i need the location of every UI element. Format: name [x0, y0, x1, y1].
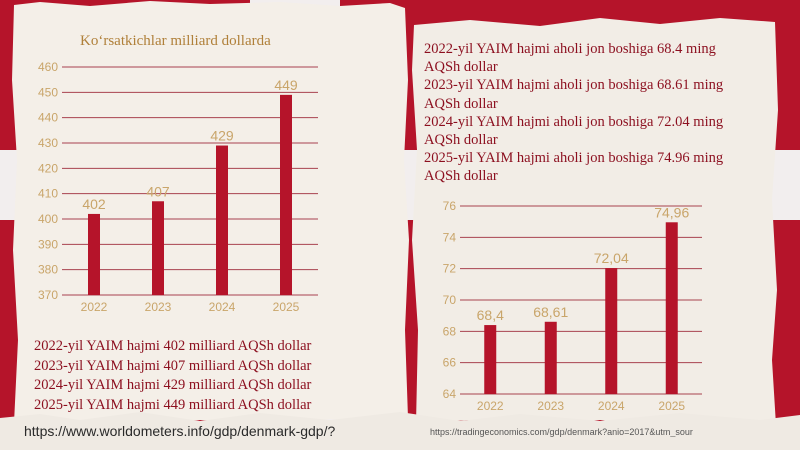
right-data-label-2023: 68,61 [533, 304, 568, 320]
right-ytick-label: 76 [443, 199, 457, 213]
right-ytick-label: 64 [443, 387, 457, 401]
left-source-link[interactable]: https://www.worldometers.info/gdp/denmar… [24, 423, 336, 439]
left-chart-title: Ko‘rsatkichlar milliard dollarda [80, 33, 271, 49]
right-data-label-2022: 68,4 [477, 307, 504, 323]
right-ytick-label: 68 [443, 324, 457, 338]
right-ytick-label: 70 [443, 293, 457, 307]
left-ytick-label: 440 [38, 111, 58, 125]
right-note-2024: 2024-yil YAIM hajmi aholi jon boshiga 72… [424, 113, 724, 149]
left-ytick-label: 400 [38, 212, 58, 226]
right-data-label-2025: 74,96 [654, 204, 689, 220]
right-bar-2025 [665, 222, 678, 394]
left-bar-2022 [88, 213, 100, 295]
left-data-label-2022: 402 [82, 196, 106, 212]
right-bar-2024 [605, 268, 618, 394]
right-ytick-label: 74 [443, 230, 457, 244]
right-note-2023: 2023-yil YAIM hajmi aholi jon boshiga 68… [424, 77, 724, 112]
left-ytick-label: 420 [38, 161, 58, 175]
right-notes: 2022-yil YAIM hajmi aholi jon boshiga 68… [424, 40, 744, 186]
right-data-label-2024: 72,04 [594, 250, 629, 266]
left-notes: 2022-yil YAIM hajmi 402 milliard AQSh do… [34, 337, 311, 415]
left-bar-2024 [216, 145, 228, 295]
left-ytick-label: 380 [38, 263, 58, 277]
left-xtick-label-2024: 2024 [209, 300, 236, 314]
right-xtick-label-2025: 2025 [658, 399, 685, 413]
left-note-2023: 2023-yil YAIM hajmi 407 milliard AQSh do… [34, 357, 312, 374]
left-ytick-label: 450 [38, 85, 58, 99]
left-xtick-label-2022: 2022 [81, 300, 108, 314]
left-note-2024: 2024-yil YAIM hajmi 429 milliard AQSh do… [34, 377, 312, 393]
left-data-label-2025: 449 [274, 77, 298, 93]
right-xtick-label-2022: 2022 [477, 399, 504, 413]
paper-torn-bottom [0, 412, 800, 450]
left-bar-2023 [152, 201, 164, 295]
right-ytick-label: 66 [443, 356, 457, 370]
left-ytick-label: 410 [38, 187, 58, 201]
left-xtick-label-2025: 2025 [273, 300, 300, 314]
right-note-2025: 2025-yil YAIM hajmi aholi jon boshiga 74… [424, 150, 724, 185]
left-bar-2025 [280, 94, 292, 295]
right-ytick-label: 72 [443, 262, 457, 276]
left-ytick-label: 430 [38, 136, 58, 150]
left-note-2022: 2022-yil YAIM hajmi 402 milliard AQSh do… [34, 338, 312, 354]
right-xtick-label-2024: 2024 [598, 399, 625, 413]
paper-sheet-left [12, 1, 409, 424]
right-bar-2023 [544, 321, 557, 394]
left-ytick-label: 390 [38, 237, 58, 251]
right-note-2022: 2022-yil YAIM hajmi aholi jon boshiga 68… [424, 41, 716, 76]
left-ytick-label: 370 [38, 288, 58, 302]
right-source-link[interactable]: https://tradingeconomics.com/gdp/denmark… [430, 427, 693, 437]
right-bar-2022 [484, 325, 497, 394]
paper-sheet-right [412, 18, 778, 426]
right-xtick-label-2023: 2023 [537, 399, 564, 413]
left-data-label-2023: 407 [146, 183, 170, 199]
left-data-label-2024: 429 [210, 128, 234, 144]
left-note-2025: 2025-yil YAIM hajmi 449 milliard AQSh do… [34, 396, 312, 413]
left-xtick-label-2023: 2023 [145, 300, 172, 314]
left-ytick-label: 460 [38, 60, 58, 74]
